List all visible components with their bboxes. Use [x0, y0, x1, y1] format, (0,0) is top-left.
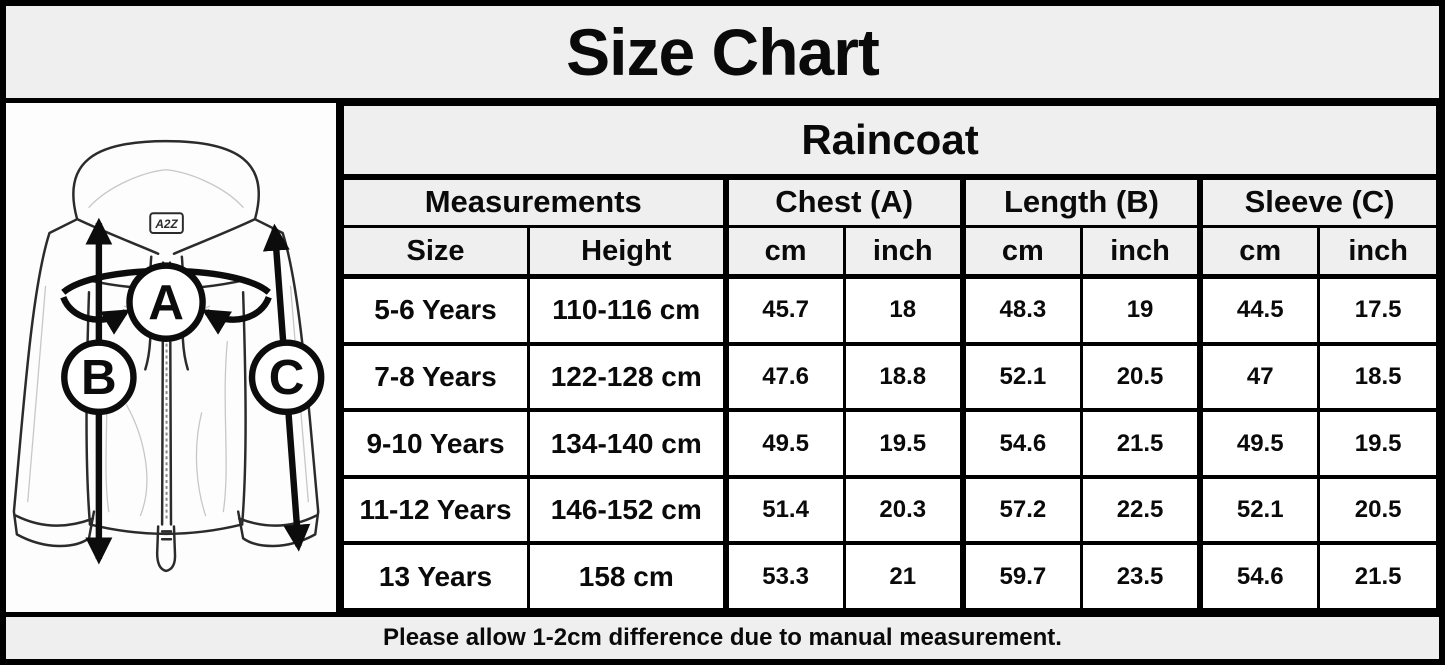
- hood-drape-left: [75, 217, 160, 255]
- raincoat-illustration: A2Z: [12, 139, 325, 573]
- product-header-row: Raincoat: [341, 103, 1439, 180]
- group-header-chest: Chest (A): [722, 175, 965, 228]
- size-cell: 11-12 Years: [341, 474, 530, 546]
- length-inch-cell: 21.5: [1079, 408, 1202, 479]
- sleeve-cm-cell: 49.5: [1197, 408, 1321, 479]
- size-table: Raincoat Measurements Chest (A) Length (…: [341, 103, 1439, 612]
- brand-label-text: A2Z: [154, 217, 178, 231]
- table-row-13-years: 13 Years 158 cm 53.3 21 59.7 23.5 54.6 2…: [341, 541, 1439, 612]
- length-cm-cell: 59.7: [959, 541, 1083, 612]
- chest-inch-cell: 20.3: [842, 474, 965, 546]
- col-header-size: Size: [341, 225, 530, 279]
- group-header-sleeve: Sleeve (C): [1197, 175, 1439, 228]
- hood-drape-right: [172, 217, 257, 255]
- marker-c-letter: C: [269, 350, 305, 405]
- table-row-5-6-years: 5-6 Years 110-116 cm 45.7 18 48.3 19 44.…: [341, 274, 1439, 346]
- marker-b-circle: [61, 339, 137, 416]
- col-header-sleeve-inch: inch: [1317, 225, 1439, 279]
- chest-cm-cell: 53.3: [722, 541, 846, 612]
- col-header-chest-cm: cm: [722, 225, 846, 279]
- sleeve-inch-cell: 21.5: [1317, 541, 1439, 612]
- main-area: A2Z: [6, 103, 1439, 612]
- size-cell: 13 Years: [341, 541, 530, 612]
- col-header-length-inch: inch: [1079, 225, 1202, 279]
- chest-arrow-left: [60, 295, 131, 335]
- col-header-length-cm: cm: [959, 225, 1083, 279]
- length-inch-cell: 19: [1079, 274, 1202, 346]
- hood-fold-lines: [88, 169, 244, 208]
- col-header-sleeve-cm: cm: [1197, 225, 1321, 279]
- length-cm-cell: 54.6: [959, 408, 1083, 479]
- sleeve-inch-cell: 20.5: [1317, 474, 1439, 546]
- page-title: Size Chart: [6, 6, 1439, 103]
- footer-note: Please allow 1-2cm difference due to man…: [6, 612, 1439, 659]
- sleeve-cm-cell: 44.5: [1197, 274, 1321, 346]
- size-cell: 9-10 Years: [341, 408, 530, 479]
- length-cm-cell: 52.1: [959, 341, 1083, 413]
- sleeve-inch-cell: 17.5: [1317, 274, 1439, 346]
- chest-cm-cell: 47.6: [722, 341, 846, 413]
- length-cm-cell: 57.2: [959, 474, 1083, 546]
- chest-cm-cell: 51.4: [722, 474, 846, 546]
- right-body-side: [240, 291, 247, 526]
- sleeve-cm-cell: 47: [1197, 341, 1321, 413]
- length-inch-cell: 20.5: [1079, 341, 1202, 413]
- brand-label: [149, 212, 184, 234]
- chest-cm-cell: 49.5: [722, 408, 846, 479]
- height-cell: 110-116 cm: [527, 274, 727, 346]
- col-header-height: Height: [527, 225, 727, 279]
- size-table-panel: Raincoat Measurements Chest (A) Length (…: [341, 103, 1439, 612]
- raincoat-diagram-panel: A2Z: [6, 103, 341, 612]
- group-header-row: Measurements Chest (A) Length (B) Sleeve…: [341, 175, 1439, 228]
- chest-inch-cell: 19.5: [842, 408, 965, 479]
- height-cell: 146-152 cm: [527, 474, 727, 546]
- marker-b-letter: B: [81, 350, 117, 405]
- length-inch-cell: 22.5: [1079, 474, 1202, 546]
- chest-inch-cell: 18: [842, 274, 965, 346]
- sleeve-cm-cell: 54.6: [1197, 541, 1321, 612]
- table-row-11-12-years: 11-12 Years 146-152 cm 51.4 20.3 57.2 22…: [341, 474, 1439, 546]
- marker-a-letter: A: [148, 275, 184, 330]
- marker-c-circle: [248, 339, 325, 416]
- marker-a-circle: [126, 262, 206, 342]
- hood-outline: [72, 139, 261, 221]
- sleeve-inch-cell: 19.5: [1317, 408, 1439, 479]
- chest-arrow-right: [201, 295, 272, 335]
- product-title: Raincoat: [341, 103, 1439, 180]
- sleeve-inch-cell: 18.5: [1317, 341, 1439, 413]
- left-cuff-line: [14, 514, 95, 527]
- group-header-length: Length (B): [959, 175, 1202, 228]
- length-cm-cell: 48.3: [959, 274, 1083, 346]
- chest-inch-cell: 18.8: [842, 341, 965, 413]
- group-header-measurements: Measurements: [341, 175, 727, 228]
- table-row-7-8-years: 7-8 Years 122-128 cm 47.6 18.8 52.1 20.5…: [341, 341, 1439, 413]
- right-cuff-line: [237, 514, 318, 527]
- chest-cm-cell: 45.7: [722, 274, 846, 346]
- bottom-zipper-pull: [155, 525, 177, 573]
- col-header-chest-inch: inch: [842, 225, 965, 279]
- table-row-9-10-years: 9-10 Years 134-140 cm 49.5 19.5 54.6 21.…: [341, 408, 1439, 479]
- sleeve-cm-cell: 52.1: [1197, 474, 1321, 546]
- height-cell: 122-128 cm: [527, 341, 727, 413]
- height-cell: 134-140 cm: [527, 408, 727, 479]
- left-sleeve-outline: [12, 217, 96, 548]
- chest-inch-cell: 21: [842, 541, 965, 612]
- height-cell: 158 cm: [527, 541, 727, 612]
- size-cell: 7-8 Years: [341, 341, 530, 413]
- size-cell: 5-6 Years: [341, 274, 530, 346]
- length-inch-cell: 23.5: [1079, 541, 1202, 612]
- sub-header-row: Size Height cm inch cm inch cm inch: [341, 225, 1439, 279]
